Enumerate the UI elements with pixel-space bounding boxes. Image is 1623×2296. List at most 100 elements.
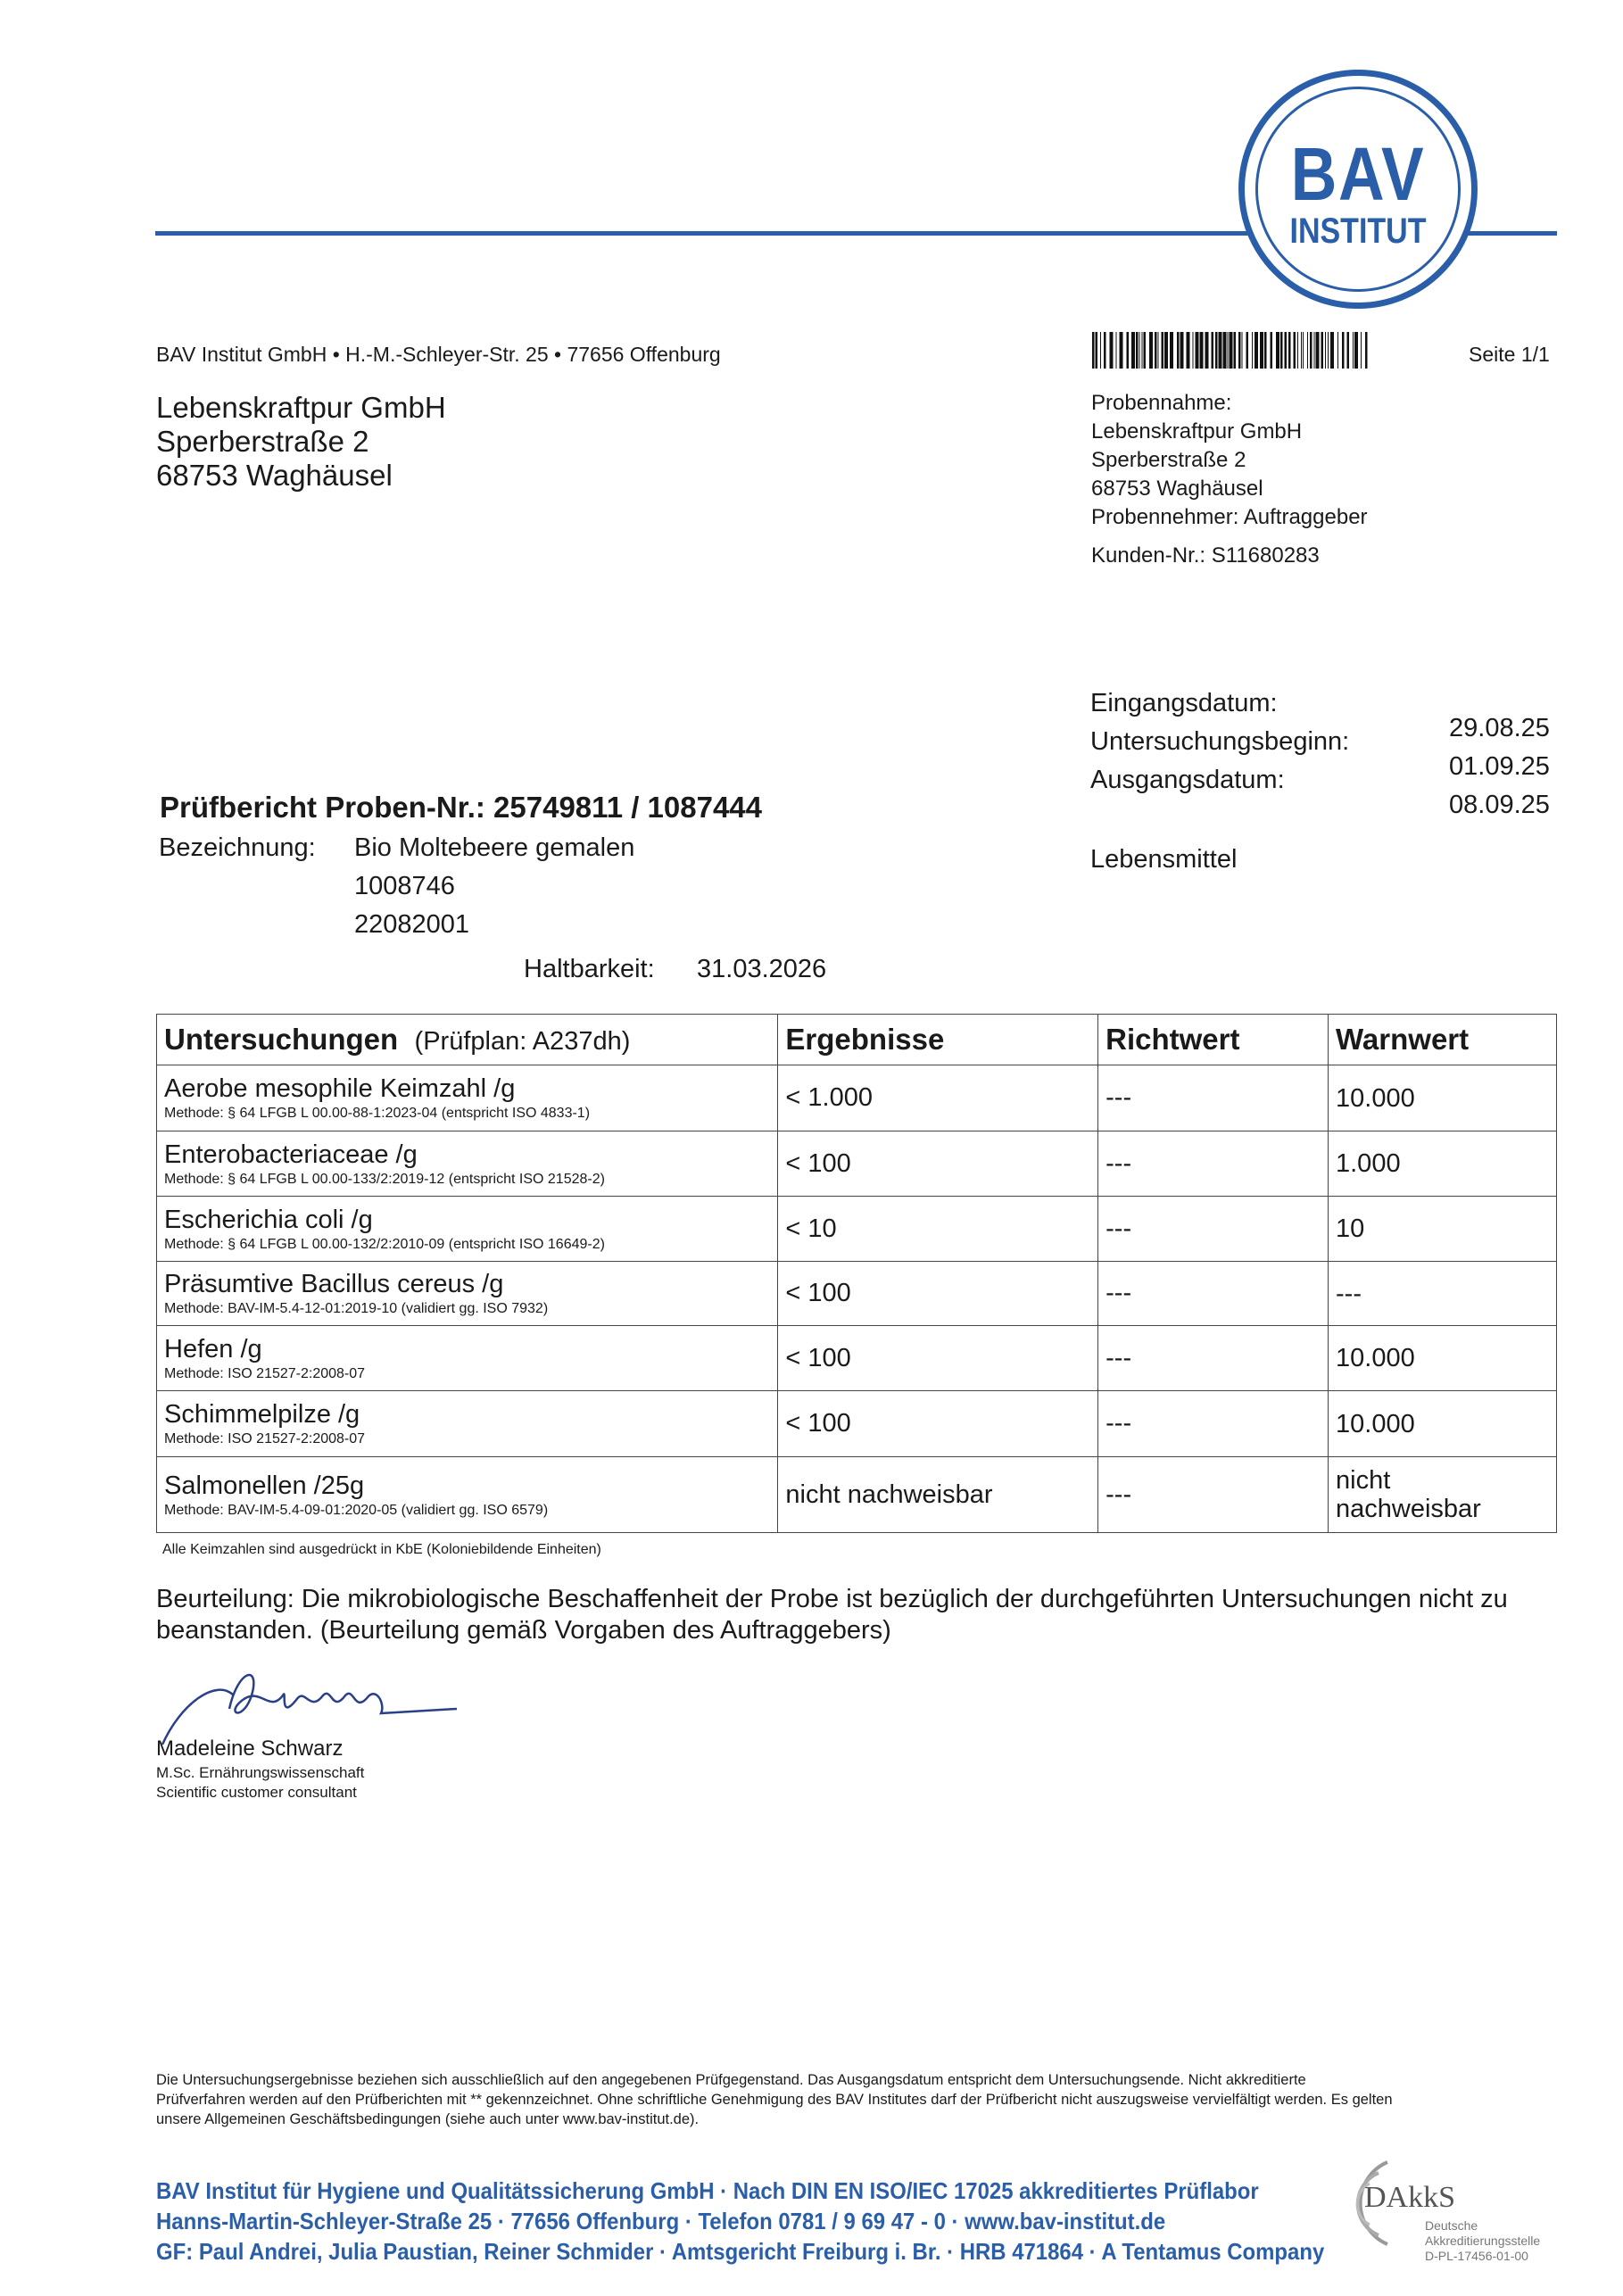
test-cell: Enterobacteriaceae /g Methode: § 64 LFGB …	[155, 1131, 779, 1197]
test-name: Escherichia coli /g	[164, 1205, 373, 1234]
barcode-bar	[1126, 332, 1129, 369]
sampling-line: Lebenskraftpur GmbH	[1091, 419, 1303, 443]
barcode-bar	[1328, 332, 1329, 369]
barcode-bar	[1215, 332, 1218, 369]
sampling-line: 68753 Waghäusel	[1091, 477, 1263, 501]
barcode-bar	[1330, 332, 1334, 369]
barcode-bar	[1143, 332, 1146, 369]
result-cell: nicht nachweisbar	[777, 1456, 1099, 1533]
logo-text: BAV	[1290, 132, 1426, 216]
signatory-title: M.Sc. Ernährungswissenschaft	[156, 1764, 365, 1781]
test-cell: Präsumtive Bacillus cereus /g Methode: BA…	[155, 1261, 779, 1326]
barcode-bar	[1211, 332, 1213, 369]
barcode-bar	[1361, 332, 1362, 369]
guide-cell: ---	[1097, 1456, 1329, 1533]
barcode-bar	[1325, 332, 1326, 369]
footer-line: BAV Institut für Hygiene und Qualitätssi…	[156, 2177, 1259, 2204]
guide-cell: ---	[1097, 1261, 1329, 1326]
barcode-bar	[1100, 332, 1101, 369]
barcode-bar	[1155, 332, 1157, 369]
sampling-line: Probennahme:	[1091, 391, 1232, 415]
barcode-bar	[1095, 332, 1097, 369]
assessment: Beurteilung: Die mikrobiologische Bescha…	[156, 1584, 1508, 1646]
barcode-bar	[1131, 332, 1135, 369]
test-method: Methode: § 64 LFGB L 00.00-132/2:2010-09…	[164, 1236, 605, 1252]
barcode-bar	[1180, 332, 1184, 369]
test-cell: Hefen /g Methode: ISO 21527-2:2008-07	[155, 1325, 779, 1391]
barcode-bar	[1337, 332, 1338, 369]
assessment-line: beanstanden. (Beurteilung gemäß Vorgaben…	[156, 1616, 891, 1645]
barcode-bar	[1195, 332, 1199, 369]
recipient-line: Lebenskraftpur GmbH	[156, 391, 446, 424]
date-label: Eingangsdatum:	[1090, 689, 1278, 717]
barcode-bar	[1276, 332, 1279, 369]
dakks-name: DAkkS	[1364, 2181, 1456, 2214]
test-cell: Aerobe mesophile Keimzahl /g Methode: § 6…	[155, 1065, 779, 1131]
header-result: Ergebnisse	[777, 1014, 1099, 1065]
footer-line: GF: Paul Andrei, Julia Paustian, Reiner …	[156, 2238, 1325, 2265]
barcode-bar	[1270, 332, 1272, 369]
barcode-bar	[1260, 332, 1263, 369]
warn-cell: 10.000	[1328, 1390, 1557, 1457]
barcode-bar	[1177, 332, 1180, 369]
recipient-line: 68753 Waghäusel	[156, 459, 393, 492]
table-row: Aerobe mesophile Keimzahl /g Methode: § 6…	[155, 1065, 1557, 1131]
barcode-bar	[1280, 332, 1283, 369]
test-name: Enterobacteriaceae /g	[164, 1140, 418, 1169]
test-cell: Salmonellen /25g Methode: BAV-IM-5.4-09-0…	[155, 1456, 779, 1533]
barcode-bar	[1233, 332, 1236, 369]
barcode-bar	[1315, 332, 1320, 369]
page-number: Seite 1/1	[1469, 343, 1550, 366]
shelf-life-value: 31.03.2026	[697, 955, 827, 983]
result-cell: < 10	[777, 1196, 1099, 1262]
barcode-bar	[1342, 332, 1345, 369]
test-name: Aerobe mesophile Keimzahl /g	[164, 1074, 516, 1103]
warn-cell: 1.000	[1328, 1131, 1557, 1197]
assessment-line: Beurteilung: Die mikrobiologische Bescha…	[156, 1585, 1508, 1613]
barcode-bar	[1365, 332, 1368, 369]
date-value: 29.08.25	[1449, 714, 1550, 742]
barcode-bar	[1149, 332, 1153, 369]
test-method: Methode: § 64 LFGB L 00.00-133/2:2019-12…	[164, 1171, 605, 1187]
barcode-bar	[1264, 332, 1267, 369]
disclaimer-line: Die Untersuchungsergebnisse beziehen sic…	[156, 2072, 1306, 2088]
header-test: Untersuchungen (Prüfplan: A237dh)	[155, 1014, 779, 1065]
disclaimer-line: unsere Allgemeinen Geschäftsbedingungen …	[156, 2111, 700, 2127]
barcode-bar	[1170, 332, 1173, 369]
barcode-bar	[1161, 332, 1163, 369]
barcode-bar	[1238, 332, 1241, 369]
barcode-bar	[1288, 332, 1291, 369]
signatory-name: Madeleine Schwarz	[156, 1737, 344, 1761]
barcode-bar	[1115, 332, 1117, 369]
barcode-bar	[1246, 332, 1248, 369]
test-cell: Schimmelpilze /g Methode: ISO 21527-2:200…	[155, 1390, 779, 1457]
test-method: Methode: BAV-IM-5.4-09-01:2020-05 (valid…	[164, 1502, 549, 1518]
dakks-arcs-icon	[1355, 2160, 1388, 2246]
table-row: Enterobacteriaceae /g Methode: § 64 LFGB …	[155, 1131, 1557, 1197]
warn-cell: 10	[1328, 1196, 1557, 1262]
barcode-bar	[1301, 332, 1302, 369]
result-cell: < 100	[777, 1261, 1099, 1326]
guide-cell: ---	[1097, 1131, 1329, 1197]
signatory-role: Scientific customer consultant	[156, 1784, 357, 1801]
barcode-bar	[1186, 332, 1190, 369]
guide-cell: ---	[1097, 1065, 1329, 1131]
test-name: Schimmelpilze /g	[164, 1400, 360, 1429]
designation-value: Bio Moltebeere gemalen	[354, 833, 635, 862]
barcode-bar	[1141, 332, 1143, 369]
sample-category: Lebensmittel	[1090, 845, 1238, 874]
result-cell: < 100	[777, 1131, 1099, 1197]
barcode-bar	[1109, 332, 1114, 369]
barcode-bar	[1293, 332, 1296, 369]
footer-line: Hanns-Martin-Schleyer-Straße 25 · 77656 …	[156, 2208, 1166, 2234]
result-cell: < 1.000	[777, 1065, 1099, 1131]
result-cell: < 100	[777, 1325, 1099, 1391]
table-row: Salmonellen /25g Methode: BAV-IM-5.4-09-0…	[155, 1456, 1557, 1533]
barcode-bar	[1297, 332, 1298, 369]
logo-subtext: INSTITUT	[1289, 211, 1427, 251]
recipient-line: Sperberstraße 2	[156, 425, 369, 458]
barcode-bar	[1229, 332, 1233, 369]
header-rule-left	[155, 231, 1248, 236]
customer-number: Kunden-Nr.: S11680283	[1091, 543, 1320, 568]
date-label: Untersuchungsbeginn:	[1090, 727, 1350, 756]
